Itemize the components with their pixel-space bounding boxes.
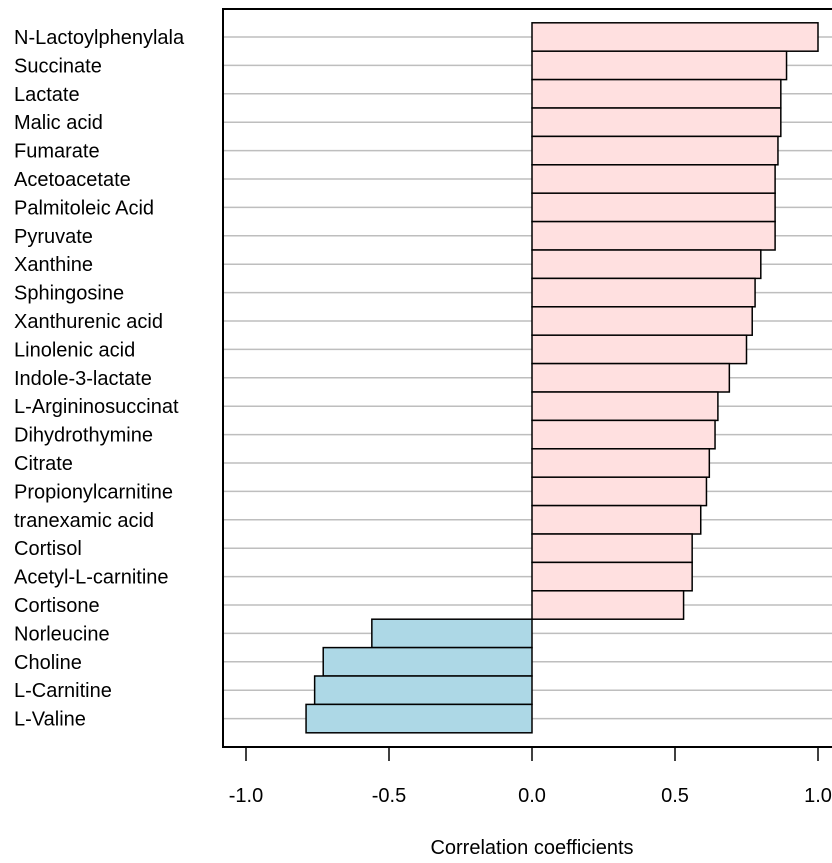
bar — [371, 618, 533, 649]
category-label: Xanthurenic acid — [14, 311, 163, 333]
x-tick-label: 0.5 — [661, 785, 689, 807]
category-label: L-Carnitine — [14, 680, 112, 702]
category-label: Fumarate — [14, 141, 100, 163]
category-label: Sphingosine — [14, 283, 124, 305]
category-label: Malic acid — [14, 112, 103, 134]
bar — [531, 448, 711, 478]
bar — [531, 135, 779, 166]
category-label: Cortisol — [14, 538, 82, 560]
bar — [531, 249, 762, 280]
bar — [531, 391, 719, 422]
bar — [531, 334, 748, 365]
bar — [531, 220, 776, 251]
bar — [531, 590, 685, 620]
bar — [531, 419, 716, 450]
bar — [531, 107, 782, 138]
category-label: Indole-3-lactate — [14, 368, 152, 390]
bar — [531, 22, 819, 52]
x-axis-title: Correlation coefficients — [430, 837, 633, 859]
x-tick-label: 0.0 — [518, 785, 546, 807]
x-tick-label: -0.5 — [372, 785, 406, 807]
category-label: Citrate — [14, 453, 73, 475]
category-label: Xanthine — [14, 254, 93, 276]
bar — [322, 646, 533, 677]
bar — [531, 192, 776, 223]
x-tick-label: -1.0 — [229, 785, 263, 807]
bar — [531, 78, 782, 109]
category-label: Acetoacetate — [14, 169, 131, 191]
category-label: Norleucine — [14, 623, 110, 645]
category-label: Propionylcarnitine — [14, 481, 173, 503]
bar — [531, 362, 731, 393]
x-tick-label: 1.0 — [804, 785, 832, 807]
category-label: Succinate — [14, 55, 102, 77]
category-label-layer: N-Lactoylphenylala Succinate Lactate Malic … — [14, 27, 185, 731]
bar — [531, 277, 756, 308]
bar — [531, 533, 693, 564]
category-label: Pyruvate — [14, 226, 93, 248]
bar — [531, 164, 776, 194]
category-label: L-Valine — [14, 709, 86, 731]
bar — [531, 306, 753, 336]
category-label: tranexamic acid — [14, 510, 154, 532]
bar — [531, 561, 693, 592]
category-label: Dihydrothymine — [14, 425, 153, 447]
category-label: Cortisone — [14, 595, 100, 617]
category-label: N-Lactoylphenylala — [14, 27, 185, 49]
category-label: Acetyl-L-carnitine — [14, 567, 169, 589]
bar — [305, 703, 533, 734]
bar — [313, 675, 533, 706]
category-label: L-Argininosuccinat — [14, 396, 179, 418]
category-label: Linolenic acid — [14, 339, 135, 361]
x-axis: -1.0 -0.5 0.0 0.5 1.0 — [229, 746, 832, 807]
category-label: Palmitoleic Acid — [14, 197, 154, 219]
bar — [531, 50, 788, 81]
category-label: Choline — [14, 652, 82, 674]
bar — [531, 504, 702, 535]
category-label: Lactate — [14, 84, 80, 106]
bar — [531, 476, 708, 507]
bar-layer — [305, 22, 819, 734]
